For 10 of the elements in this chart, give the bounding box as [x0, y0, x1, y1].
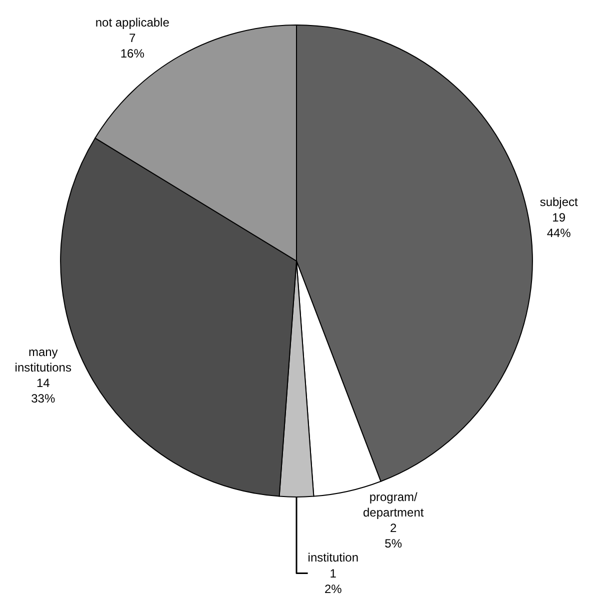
data-label: 1 2% [324, 566, 342, 596]
data-label: 19 44% [546, 210, 572, 240]
slice-label: institution [308, 550, 359, 565]
slice-label: subject [540, 194, 579, 209]
slice-label: not applicable [95, 15, 170, 30]
data-label: 2 5% [384, 521, 402, 551]
data-label: 14 33% [31, 376, 56, 406]
slice-label: many institutions [14, 344, 72, 374]
slice-label: program/ department [363, 490, 424, 520]
data-label: 7 16% [120, 31, 145, 61]
